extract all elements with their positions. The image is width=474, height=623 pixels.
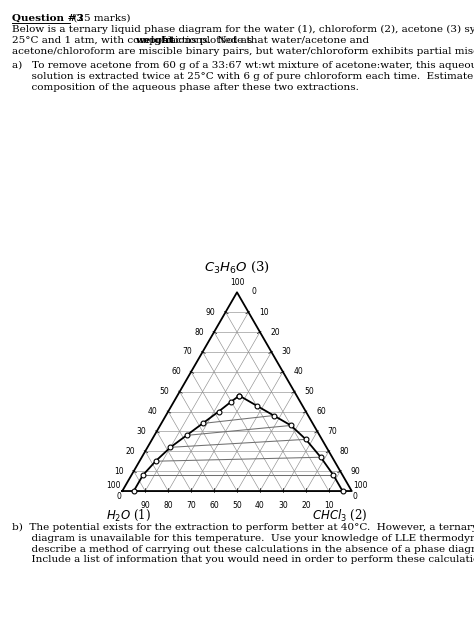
Text: (25 marks): (25 marks) bbox=[70, 14, 131, 22]
Text: 50: 50 bbox=[232, 501, 242, 510]
Text: Question #3: Question #3 bbox=[12, 14, 83, 22]
Text: a)   To remove acetone from 60 g of a 33:67 wt:wt mixture of acetone:water, this: a) To remove acetone from 60 g of a 33:6… bbox=[12, 62, 474, 70]
Text: 10: 10 bbox=[114, 467, 123, 475]
Text: 30: 30 bbox=[282, 348, 292, 356]
Text: composition of the aqueous phase after these two extractions.: composition of the aqueous phase after t… bbox=[12, 83, 359, 92]
Text: 40: 40 bbox=[255, 501, 265, 510]
Text: 20: 20 bbox=[125, 447, 135, 456]
Text: Below is a ternary liquid phase diagram for the water (1), chloroform (2), aceto: Below is a ternary liquid phase diagram … bbox=[12, 26, 474, 34]
Text: fractions.  Note that water/acetone and: fractions. Note that water/acetone and bbox=[158, 36, 369, 45]
Text: 60: 60 bbox=[171, 368, 181, 376]
Text: 90: 90 bbox=[351, 467, 360, 475]
Text: 90: 90 bbox=[205, 308, 215, 316]
Text: diagram is unavailable for this temperature.  Use your knowledge of LLE thermody: diagram is unavailable for this temperat… bbox=[12, 534, 474, 543]
Text: 30: 30 bbox=[137, 427, 146, 436]
Text: 10: 10 bbox=[324, 501, 334, 510]
Text: 30: 30 bbox=[278, 501, 288, 510]
Text: describe a method of carrying out these calculations in the absence of a phase d: describe a method of carrying out these … bbox=[12, 545, 474, 553]
Text: Include a list of information that you would need in order to perform these calc: Include a list of information that you w… bbox=[12, 555, 474, 564]
Text: acetone/chloroform are miscible binary pairs, but water/chloroform exhibits part: acetone/chloroform are miscible binary p… bbox=[12, 47, 474, 55]
Text: 80: 80 bbox=[194, 328, 204, 336]
Text: 70: 70 bbox=[328, 427, 337, 436]
Text: 20: 20 bbox=[301, 501, 310, 510]
Text: 10: 10 bbox=[259, 308, 268, 316]
Text: 40: 40 bbox=[148, 407, 158, 416]
Text: 50: 50 bbox=[305, 387, 314, 396]
Text: 80: 80 bbox=[164, 501, 173, 510]
Text: 100: 100 bbox=[353, 481, 367, 490]
Text: 40: 40 bbox=[293, 368, 303, 376]
Text: $H_2O$ (1): $H_2O$ (1) bbox=[106, 508, 151, 523]
Text: solution is extracted twice at 25°C with 6 g of pure chloroform each time.  Esti: solution is extracted twice at 25°C with… bbox=[12, 72, 474, 81]
Text: 0: 0 bbox=[353, 492, 358, 501]
Text: 90: 90 bbox=[140, 501, 150, 510]
Text: $C_3H_6O$ (3): $C_3H_6O$ (3) bbox=[204, 260, 270, 275]
Text: 0: 0 bbox=[252, 287, 257, 296]
Text: 100: 100 bbox=[107, 481, 121, 490]
Text: 20: 20 bbox=[270, 328, 280, 336]
Text: b)  The potential exists for the extraction to perform better at 40°C.  However,: b) The potential exists for the extracti… bbox=[12, 523, 474, 533]
Text: 50: 50 bbox=[160, 387, 169, 396]
Text: weight: weight bbox=[135, 36, 174, 45]
Text: 25°C and 1 atm, with compositions plotted as: 25°C and 1 atm, with compositions plotte… bbox=[12, 36, 255, 45]
Text: 60: 60 bbox=[209, 501, 219, 510]
Text: $CHCl_3$ (2): $CHCl_3$ (2) bbox=[312, 508, 368, 523]
Text: 70: 70 bbox=[186, 501, 196, 510]
Text: 80: 80 bbox=[339, 447, 349, 456]
Text: 60: 60 bbox=[316, 407, 326, 416]
Text: 70: 70 bbox=[182, 348, 192, 356]
Text: 0: 0 bbox=[116, 492, 121, 501]
Text: 100: 100 bbox=[230, 278, 244, 287]
